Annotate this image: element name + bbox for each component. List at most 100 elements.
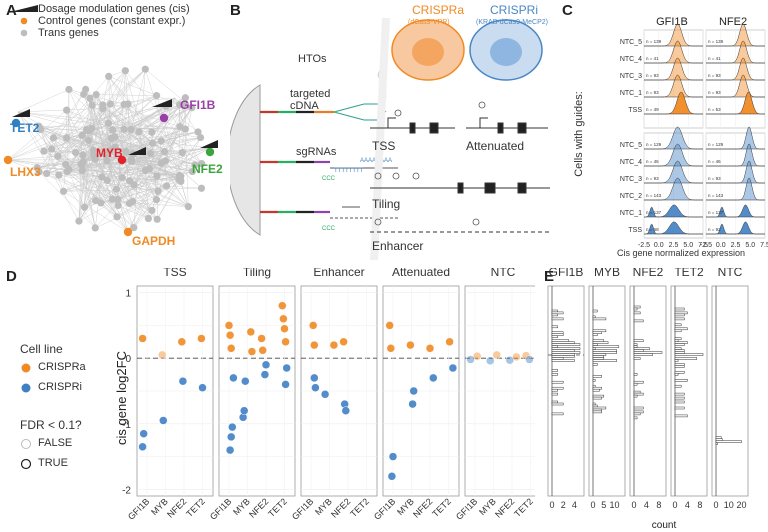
trans-gene-node [48, 145, 56, 153]
hist-bar [633, 339, 644, 342]
trans-gene-node [99, 101, 107, 109]
trans-gene-node [182, 101, 190, 109]
hist-bar [551, 380, 564, 384]
hist-bar [592, 394, 605, 398]
hist-bar [674, 341, 688, 344]
scatter-xtick: TET2 [512, 496, 535, 519]
ridge-gfi1b-i-4 [644, 204, 703, 218]
hist-bar [633, 394, 638, 398]
crispra-point [385, 321, 394, 330]
hist-facet-title: TET2 [674, 268, 704, 279]
trans-gene-node [114, 201, 122, 210]
hist-bar [633, 390, 641, 394]
hist-bar [715, 440, 742, 443]
ridge-xtick: -2.5 [700, 242, 712, 249]
hist-bar [674, 357, 698, 360]
trans-gene-node [103, 157, 111, 165]
trans-gene-node [148, 206, 156, 215]
hist-bar [633, 307, 638, 311]
gene-node-nfe2 [205, 147, 215, 157]
legend-cellline-title: Cell line [20, 342, 63, 356]
strategy-tss: TSS [372, 139, 395, 153]
trans-gene-node [129, 197, 137, 206]
ridge-gfi1b-a-2 [644, 57, 703, 81]
crispra-point [329, 340, 339, 350]
trans-gene-node [91, 224, 99, 232]
crispra-point [246, 327, 256, 337]
trans-gene-node [62, 160, 70, 169]
crispra-point [492, 350, 502, 360]
trans-gene-node [197, 184, 206, 192]
gene-node-gfi1b [159, 113, 169, 123]
hist-bar [592, 388, 600, 392]
gene-nfe2: NFE2 [192, 162, 223, 176]
hist-bar [592, 375, 602, 378]
ridge-gfi1b-i-2 [644, 160, 703, 184]
crispri-point [310, 373, 319, 383]
ridge-xtick: 2.5 [669, 242, 679, 249]
ridge-nfe2-i-3 [706, 177, 765, 201]
crispri-point [261, 360, 271, 370]
scatter-facet-title: Enhancer [313, 268, 364, 279]
ridge-row-label: NTC_4 [620, 159, 642, 166]
hist-bar [674, 379, 688, 382]
crispri-point [448, 363, 458, 373]
hist-bar [592, 333, 598, 336]
hist-bar [674, 323, 682, 327]
hist-bar [551, 331, 564, 334]
ridge-gfi1b-i-5 [644, 221, 703, 235]
hist-bar [551, 325, 558, 329]
hist-bar [633, 345, 638, 348]
scatter-xtick: GFI1B [454, 496, 479, 521]
ridge-nfe2-i-0 [706, 126, 765, 150]
trans-gene-node [59, 187, 68, 195]
hist-bar [715, 442, 718, 445]
hist-bar [551, 388, 558, 392]
hist-xtick: 20 [736, 500, 746, 510]
hist-bar [592, 357, 605, 360]
legend-fdr-false-dot [21, 439, 31, 449]
ridge-row-label: TSS [628, 227, 642, 234]
ridge-gfi1b-i-3 [644, 177, 703, 201]
trans-gene-node [153, 172, 161, 180]
ridge-row-label: NTC_1 [620, 90, 642, 97]
ridge-n-label: n = 129 [646, 142, 662, 147]
scatter-xtick: TET2 [266, 496, 289, 519]
trans-gene-node [114, 195, 122, 204]
hist-bar [551, 345, 558, 348]
ridge-n-label: n = 93 [708, 73, 721, 78]
ridge-nfe2-a-1 [706, 40, 765, 64]
trans-gene-node [191, 161, 199, 169]
hist-facet-title: NFE2 [633, 268, 664, 279]
trans-gene-node [120, 125, 128, 133]
trans-gene-node [135, 128, 143, 136]
hist-bar [674, 371, 685, 374]
trans-gene-node [160, 147, 169, 156]
hist-bar [592, 379, 596, 382]
scatter-xtick: NFE2 [165, 496, 188, 519]
hist-xtick: 5 [601, 500, 606, 510]
trans-gene-node [148, 139, 157, 147]
ridge-gfi1b-a-4 [644, 91, 703, 115]
hist-bar [674, 351, 685, 354]
trans-gene-node [157, 159, 165, 167]
capture-htos: HTOs [298, 53, 327, 65]
ridge-xtick: 2.5 [731, 242, 741, 249]
scatter-ylabel: cis gene log2FC [114, 351, 129, 445]
panel-label-b: B [230, 2, 241, 19]
hist-bar [551, 402, 564, 406]
trans-gene-node [72, 148, 80, 157]
ridge-nfe2-a-0 [706, 23, 765, 47]
gene-node-tet2 [11, 118, 21, 128]
hist-bar [674, 392, 685, 396]
trans-gene-node [62, 134, 71, 142]
trans-gene-node [120, 100, 128, 108]
legend-cellline-dots [21, 363, 31, 393]
hist-bar [592, 363, 598, 366]
hist-bar [633, 357, 641, 360]
trans-gene-node [80, 203, 89, 211]
ridge-xtick: 5.0 [745, 242, 755, 249]
trans-gene-node [181, 94, 189, 102]
crispra-point [339, 337, 348, 347]
crispra-title: CRISPRa [412, 3, 464, 17]
